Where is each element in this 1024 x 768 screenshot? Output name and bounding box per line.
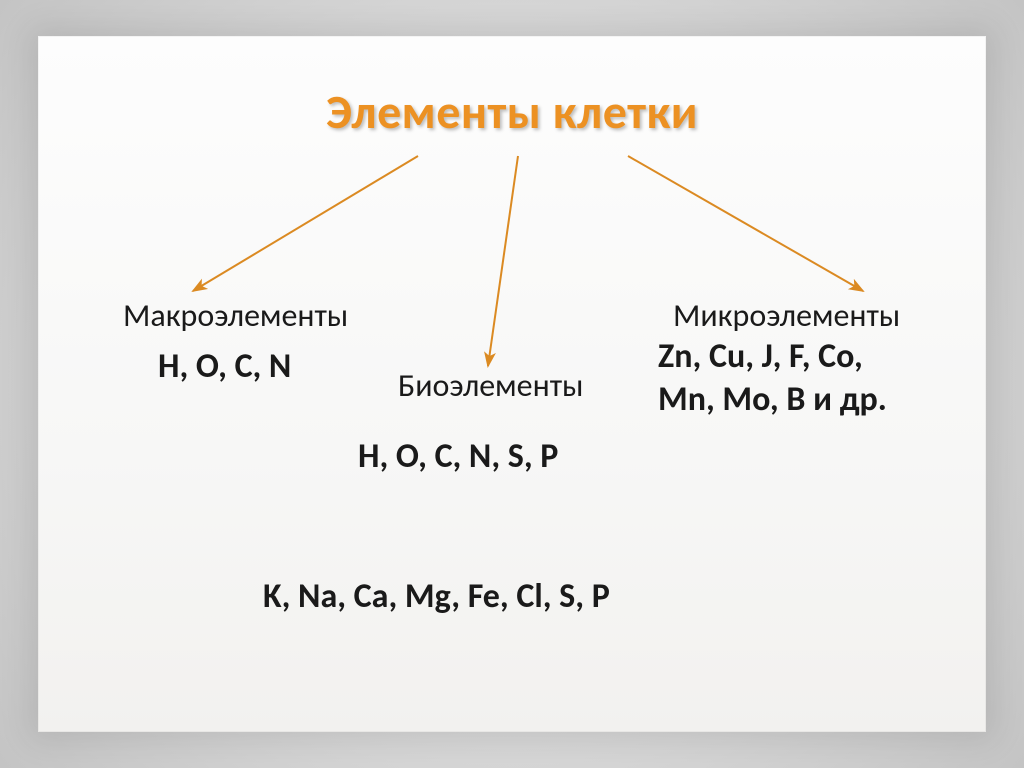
group-label-bioelements: Биоэлементы xyxy=(398,366,583,405)
group-elements-macroelements: H, O, C, N xyxy=(158,346,291,387)
arrow-to-left xyxy=(193,156,418,291)
microelements-line2: Mn, Mo, B и др. xyxy=(658,379,887,420)
slide-title: Элементы клетки xyxy=(38,82,986,141)
group-elements-bioelements: H, O, C, N, S, P xyxy=(358,436,558,477)
group-elements-microelements: Zn, Cu, J, F, Co, Mn, Mo, B и др. xyxy=(658,336,887,421)
slide-background: Элементы клетки Макроэлементы H, O, C, N… xyxy=(0,0,1024,768)
bottom-elements-row: K, Na, Ca, Mg, Fe, Cl, S, P xyxy=(263,576,610,617)
group-label-macroelements: Макроэлементы xyxy=(123,296,348,335)
slide-inner-panel: Элементы клетки Макроэлементы H, O, C, N… xyxy=(38,36,986,732)
microelements-line1: Zn, Cu, J, F, Co, xyxy=(658,336,863,377)
arrow-to-right xyxy=(628,156,863,291)
arrow-to-mid xyxy=(488,156,518,366)
group-label-microelements: Микроэлементы xyxy=(673,296,900,335)
